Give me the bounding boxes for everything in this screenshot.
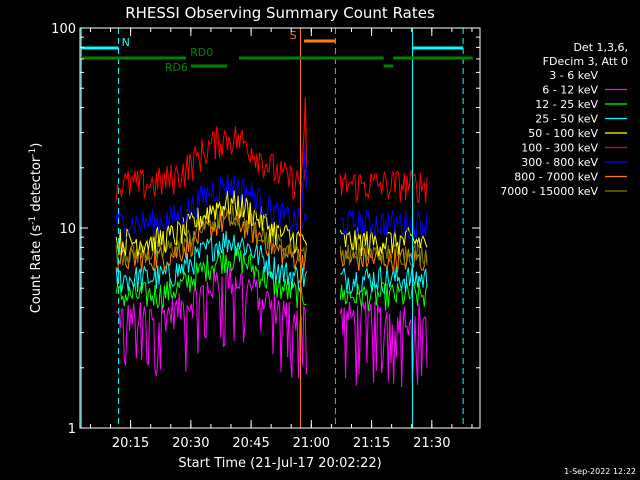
x-tick-label-3: 21:00 bbox=[293, 436, 330, 451]
y-tick-label-2: 100 bbox=[51, 22, 76, 37]
y-tick-label-1: 10 bbox=[59, 222, 76, 237]
x-tick-label-5: 21:30 bbox=[413, 436, 450, 451]
legend-label-7: 800 - 7000 keV bbox=[514, 171, 598, 184]
series-line-8-seg-0 bbox=[115, 204, 307, 266]
y-tick-label-0: 1 bbox=[68, 422, 76, 437]
axes: 20:15 20:30 20:45 21:00 21:15 21:30 1 10 100 bbox=[51, 22, 481, 451]
x-axis-label: Start Time (21-Jul-17 20:02:22) bbox=[178, 456, 381, 471]
flare-spike-blue bbox=[301, 144, 308, 213]
legend-label-1: 6 - 12 keV bbox=[542, 84, 598, 97]
legend-label-0: 3 - 6 keV bbox=[549, 69, 598, 82]
x-tick-label-0: 20:15 bbox=[112, 436, 149, 451]
x-tick-label-4: 21:15 bbox=[353, 436, 390, 451]
flag-label-rd6: RD6 bbox=[165, 61, 188, 74]
flag-label-n: N bbox=[122, 36, 130, 49]
legend-label-4: 50 - 100 keV bbox=[528, 127, 598, 140]
series-line-5-seg-0 bbox=[115, 126, 307, 203]
legend-header-1: FDecim 3, Att 0 bbox=[543, 55, 628, 68]
legend-label-3: 25 - 50 keV bbox=[535, 113, 598, 126]
legend: Det 1,3,6,FDecim 3, Att 03 - 6 keV 6 - 12… bbox=[500, 41, 628, 198]
flag-label-s: S bbox=[290, 29, 297, 42]
x-tick-label-2: 20:45 bbox=[232, 436, 269, 451]
chart-title: RHESSI Observing Summary Count Rates bbox=[125, 4, 435, 22]
flare-spike-red bbox=[299, 97, 308, 188]
legend-header-0: Det 1,3,6, bbox=[573, 41, 628, 54]
series-line-1-seg-0 bbox=[115, 265, 307, 379]
legend-label-2: 12 - 25 keV bbox=[535, 98, 598, 111]
series-line-2-seg-0 bbox=[115, 245, 307, 309]
flag-label-rd0: RD0 bbox=[190, 46, 213, 59]
legend-label-5: 100 - 300 keV bbox=[521, 142, 598, 155]
x-tick-label-1: 20:30 bbox=[172, 436, 209, 451]
series-line-6-seg-0 bbox=[115, 174, 307, 240]
series-line-4-seg-0 bbox=[115, 190, 307, 257]
legend-label-6: 300 - 800 keV bbox=[521, 156, 598, 169]
series-line-7-seg-0 bbox=[115, 209, 307, 273]
y-axis-label: Count Rate (s-1 detector-1) bbox=[28, 143, 44, 314]
timestamp: 1-Sep-2022 12:22 bbox=[564, 467, 636, 476]
legend-label-8: 7000 - 15000 keV bbox=[500, 185, 598, 198]
